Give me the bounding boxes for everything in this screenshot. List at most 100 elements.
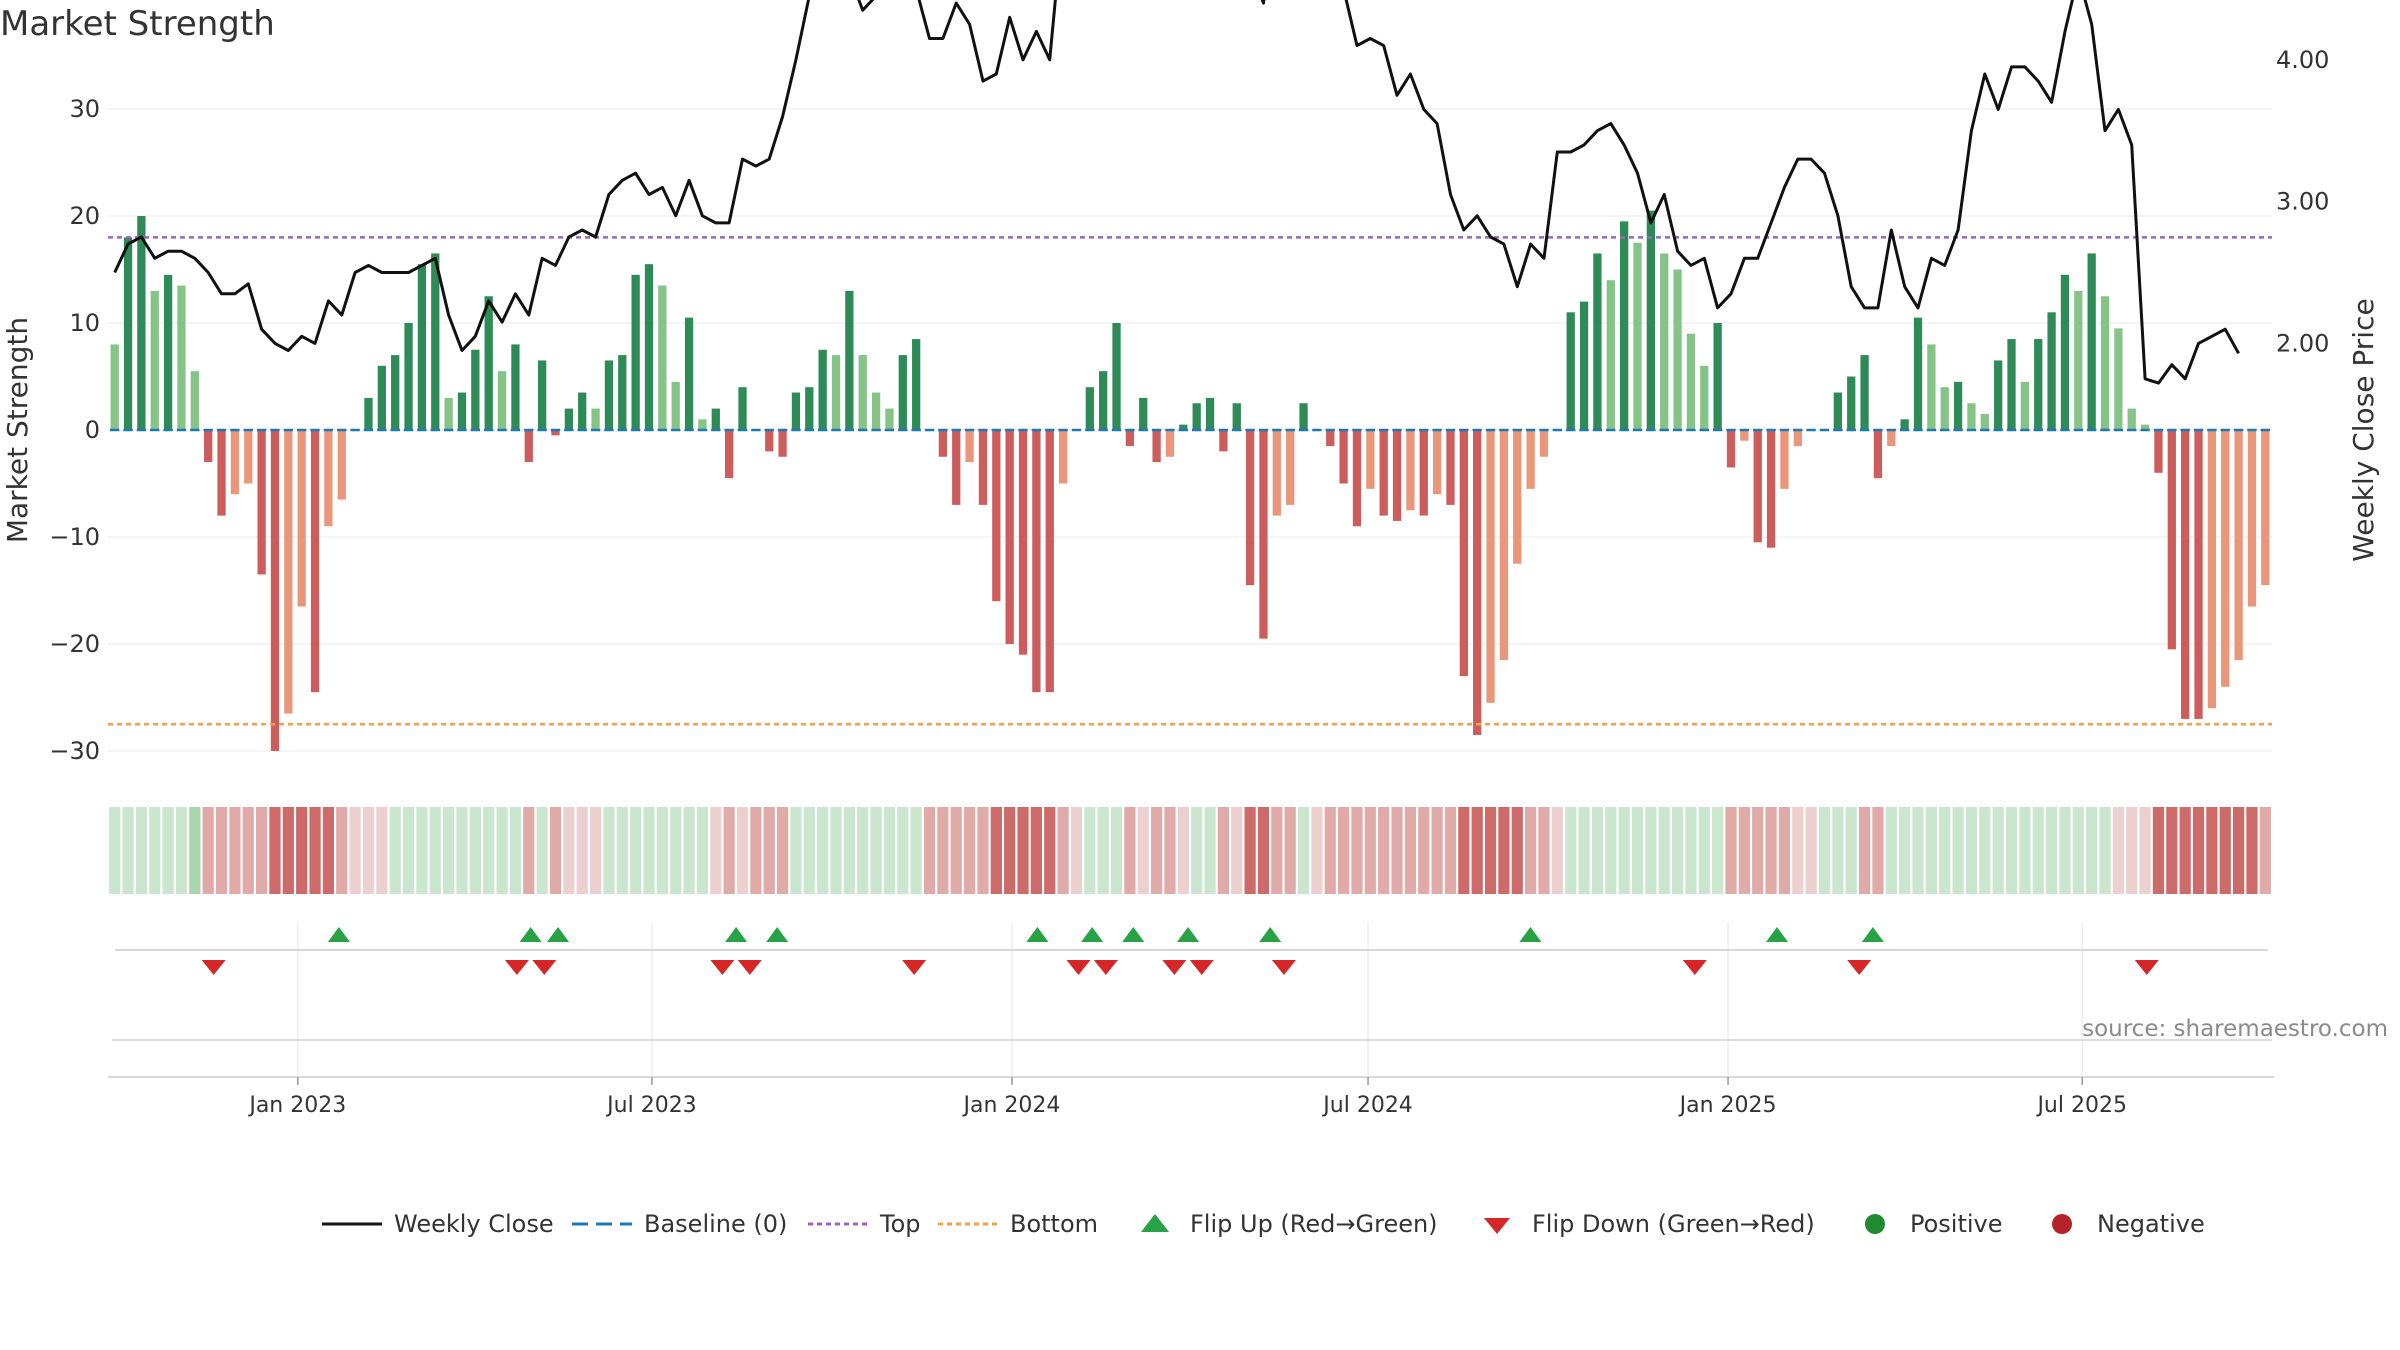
strength-bar	[2167, 430, 2176, 650]
strength-bar	[244, 430, 253, 484]
y-tick-label: 10	[69, 309, 100, 337]
state-strip-cell	[1231, 807, 1243, 894]
state-strip-cell	[1538, 807, 1550, 894]
state-strip-cell	[2232, 807, 2245, 894]
state-strip-cell	[1738, 807, 1750, 894]
flip-up-marker	[1861, 927, 1884, 942]
state-strip-cell	[563, 807, 575, 894]
strength-bar	[163, 274, 173, 430]
state-strip-cell	[483, 807, 495, 894]
state-strip-cell	[1351, 807, 1363, 894]
flip-up-marker	[1177, 927, 1200, 942]
state-strip-cell	[910, 807, 922, 894]
state-strip-cell	[736, 807, 749, 894]
strength-bar	[1486, 430, 1495, 703]
strength-bar	[1219, 430, 1228, 452]
strength-bar	[1913, 317, 1923, 430]
chart-title: Market Strength	[0, 4, 275, 44]
strength-bar	[551, 430, 560, 436]
strength-bar	[190, 371, 199, 430]
strength-bar	[1259, 430, 1268, 639]
state-strip-cell	[1164, 807, 1176, 894]
state-strip-cell	[2112, 807, 2124, 894]
flip-up-marker	[327, 927, 350, 942]
strength-bar	[1459, 430, 1468, 677]
strength-bar	[1152, 430, 1161, 463]
state-strip-cell	[469, 807, 481, 894]
state-strip-cell	[1631, 807, 1644, 894]
flip-up-marker	[1765, 927, 1788, 942]
flip-down-marker	[902, 960, 927, 975]
strength-bar	[1112, 323, 1121, 430]
strength-bar	[658, 285, 667, 430]
state-strip-cell	[189, 807, 201, 894]
state-strip-cell	[1057, 807, 1069, 894]
strength-bar	[150, 290, 159, 430]
flip-up-marker	[519, 927, 542, 942]
strength-bar	[377, 365, 386, 430]
legend-label: Weekly Close	[394, 1210, 554, 1238]
strength-bar	[1619, 221, 1629, 430]
state-strip-cell	[1818, 807, 1831, 894]
strength-bar	[297, 430, 306, 607]
y-tick-label: 30	[69, 95, 100, 123]
strength-bar	[698, 419, 707, 430]
state-strip-cell	[322, 807, 335, 894]
strength-bar	[1232, 403, 1241, 430]
strength-bar	[1967, 403, 1976, 430]
state-strip-cell	[1778, 807, 1791, 894]
state-strip-cell	[1364, 807, 1376, 894]
flip-down-marker	[532, 960, 557, 975]
state-strip-cell	[2152, 807, 2165, 894]
strength-bar	[123, 237, 133, 430]
strength-bar	[1833, 392, 1843, 430]
state-strip-cell	[857, 807, 869, 894]
state-strip-cell	[1271, 807, 1283, 894]
state-strip-cell	[1458, 807, 1470, 894]
strength-bar	[1392, 430, 1402, 521]
state-strip-cell	[402, 807, 415, 894]
state-strip-cell	[309, 807, 321, 894]
strength-bar	[2247, 430, 2257, 607]
state-strip-cell	[1284, 807, 1296, 894]
strength-bar	[2034, 339, 2043, 430]
legend-label: Top	[879, 1210, 921, 1238]
strength-bar	[738, 387, 747, 430]
strength-bar	[1446, 430, 1455, 505]
state-strip-cell	[1044, 807, 1056, 894]
source-attribution: source: sharemaestro.com	[2082, 1016, 2388, 1042]
strength-bar	[364, 397, 373, 430]
legend-label: Bottom	[1010, 1210, 1098, 1238]
strength-bar	[845, 290, 854, 430]
state-strip-cell	[1471, 807, 1483, 894]
state-strip-cell	[1712, 807, 1724, 894]
state-strip-cell	[1418, 807, 1430, 894]
strength-bar	[644, 264, 654, 430]
state-strip-cell	[776, 807, 789, 894]
state-strip-cell	[2086, 807, 2098, 894]
strength-bar	[537, 360, 547, 430]
legend-positive-icon	[1865, 1214, 1885, 1234]
strength-bar	[858, 355, 867, 430]
strength-bar	[1085, 387, 1094, 430]
strength-bar	[1432, 430, 1442, 495]
strength-bar	[1125, 430, 1135, 447]
strength-bar	[177, 285, 186, 430]
strength-bar	[2114, 328, 2123, 430]
x-tick-label: Jul 2025	[2035, 1093, 2127, 1118]
state-strip-cell	[2246, 807, 2258, 894]
strength-bar	[404, 323, 413, 430]
weekly-close-line	[113, 0, 2240, 385]
state-strip-cell	[1030, 807, 1042, 894]
state-strip-cell	[229, 807, 241, 894]
strength-bar	[671, 381, 680, 430]
state-strip-cell	[1832, 807, 1844, 894]
strength-bar	[965, 430, 974, 463]
strength-bar	[1406, 430, 1415, 511]
state-strip-cell	[523, 807, 535, 894]
state-strip-cell	[256, 807, 268, 894]
strength-bar	[578, 392, 587, 430]
state-strip-cell	[1899, 807, 1911, 894]
strength-bar	[938, 430, 948, 457]
legend-label: Negative	[2097, 1210, 2205, 1238]
